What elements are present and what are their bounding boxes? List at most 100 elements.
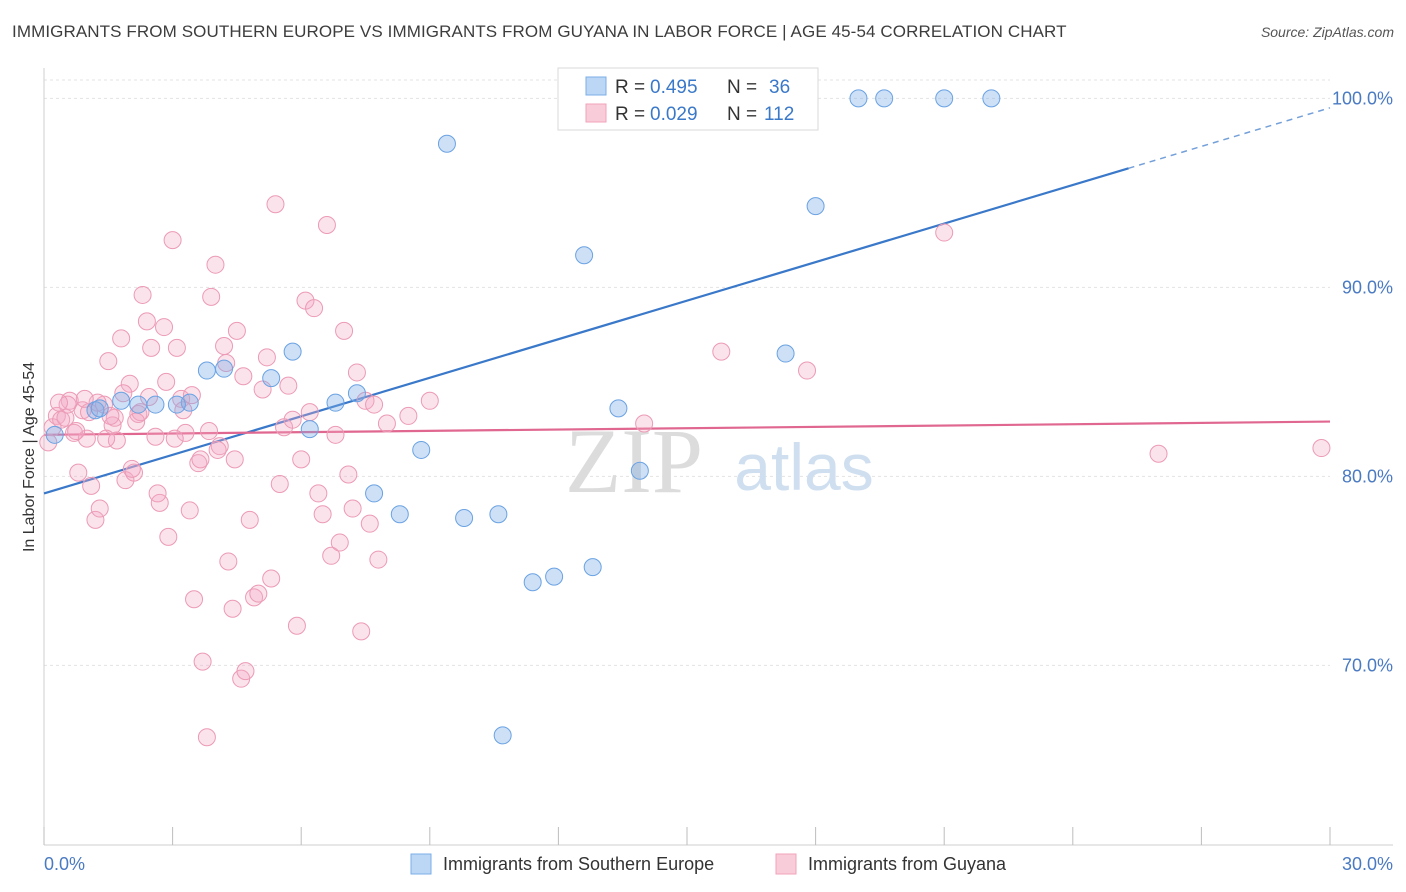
legend-n-label-2: N =: [727, 104, 757, 125]
watermark-zip: ZIP: [565, 410, 703, 512]
point-guyana: [50, 393, 69, 412]
point-guyana: [202, 287, 221, 306]
point-guyana: [377, 414, 396, 433]
point-guyana: [240, 510, 259, 529]
point-southern-europe: [609, 399, 628, 418]
point-southern-europe: [90, 399, 109, 418]
point-southern-europe: [776, 344, 795, 363]
trend-line-southern-europe-extension: [1128, 107, 1331, 170]
point-guyana: [208, 440, 227, 459]
point-guyana: [236, 662, 255, 681]
point-guyana: [137, 312, 156, 331]
point-guyana: [148, 484, 167, 503]
legend-r-value-2: 0.029: [650, 104, 698, 125]
point-guyana: [77, 429, 96, 448]
bottom-legend-swatch-pink: [775, 853, 797, 875]
point-southern-europe: [493, 726, 512, 745]
trend-line-guyana: [43, 420, 1331, 436]
point-southern-europe: [982, 89, 1001, 108]
point-guyana: [292, 450, 311, 469]
point-guyana: [182, 386, 201, 405]
point-southern-europe: [849, 89, 868, 108]
point-guyana: [185, 590, 204, 609]
point-southern-europe: [489, 505, 508, 524]
point-southern-europe: [806, 197, 825, 216]
point-guyana: [133, 285, 152, 304]
legend-n-value-1: 36: [769, 77, 790, 98]
point-guyana: [155, 318, 174, 337]
point-southern-europe: [875, 89, 894, 108]
tick-labels: 70.0% 80.0% 90.0% 100.0% 0.0% 30.0%: [44, 88, 1393, 874]
point-guyana: [163, 231, 182, 250]
point-guyana: [140, 388, 159, 407]
point-southern-europe: [523, 573, 542, 592]
point-southern-europe: [412, 440, 431, 459]
point-guyana: [322, 546, 341, 565]
point-guyana: [75, 389, 94, 408]
point-guyana: [67, 422, 86, 441]
point-guyana: [114, 384, 133, 403]
legend-r-label-1: R =: [615, 77, 645, 98]
point-southern-europe: [262, 369, 281, 388]
point-guyana: [206, 255, 225, 274]
legend-r-label-2: R =: [615, 104, 645, 125]
point-guyana: [339, 465, 358, 484]
y-tick-label: 100.0%: [1332, 88, 1393, 108]
y-axis-label: In Labor Force | Age 45-54: [21, 362, 38, 552]
point-guyana: [313, 505, 332, 524]
point-guyana: [249, 584, 268, 603]
point-guyana: [798, 361, 817, 380]
point-guyana: [234, 367, 253, 386]
series-legend: Immigrants from Southern Europe Immigran…: [410, 853, 1007, 875]
point-guyana: [191, 450, 210, 469]
point-guyana: [200, 422, 219, 441]
point-guyana: [1312, 439, 1331, 458]
point-southern-europe: [347, 384, 366, 403]
point-guyana: [330, 533, 349, 552]
point-guyana: [360, 514, 379, 533]
point-guyana: [193, 652, 212, 671]
point-guyana: [99, 352, 118, 371]
point-southern-europe: [583, 558, 602, 577]
point-guyana: [365, 395, 384, 414]
point-guyana: [352, 622, 371, 641]
point-guyana: [56, 408, 75, 427]
point-guyana: [223, 599, 242, 618]
point-guyana: [146, 427, 165, 446]
point-southern-europe: [215, 359, 234, 378]
point-southern-europe: [365, 484, 384, 503]
point-southern-europe: [197, 361, 216, 380]
point-southern-europe: [935, 89, 954, 108]
point-southern-europe: [545, 567, 564, 586]
correlation-legend: R = 0.495 N = 36 R = 0.029 N = 112: [557, 67, 819, 131]
point-guyana: [142, 338, 161, 357]
watermark: ZIP atlas: [565, 410, 874, 512]
watermark-atlas: atlas: [734, 430, 873, 504]
point-guyana: [399, 406, 418, 425]
point-southern-europe: [129, 395, 148, 414]
bottom-legend-label-1: Immigrants from Southern Europe: [443, 854, 714, 874]
point-guyana: [176, 423, 195, 442]
point-guyana: [90, 499, 109, 518]
point-guyana: [343, 499, 362, 518]
point-southern-europe: [326, 393, 345, 412]
chart-source: Source: ZipAtlas.com: [1260, 24, 1394, 40]
point-southern-europe: [167, 395, 186, 414]
point-guyana: [712, 342, 731, 361]
legend-n-value-2: 112: [764, 104, 794, 125]
point-guyana: [112, 329, 131, 348]
point-guyana: [127, 412, 146, 431]
point-guyana: [167, 338, 186, 357]
point-guyana: [131, 403, 150, 422]
point-guyana: [420, 391, 439, 410]
point-southern-europe: [630, 461, 649, 480]
point-southern-europe: [575, 246, 594, 265]
point-guyana: [120, 374, 139, 393]
point-southern-europe: [437, 134, 456, 153]
point-southern-europe: [390, 505, 409, 524]
point-guyana: [326, 425, 345, 444]
point-southern-europe: [146, 395, 165, 414]
point-guyana: [1149, 444, 1168, 463]
point-guyana: [279, 376, 298, 395]
